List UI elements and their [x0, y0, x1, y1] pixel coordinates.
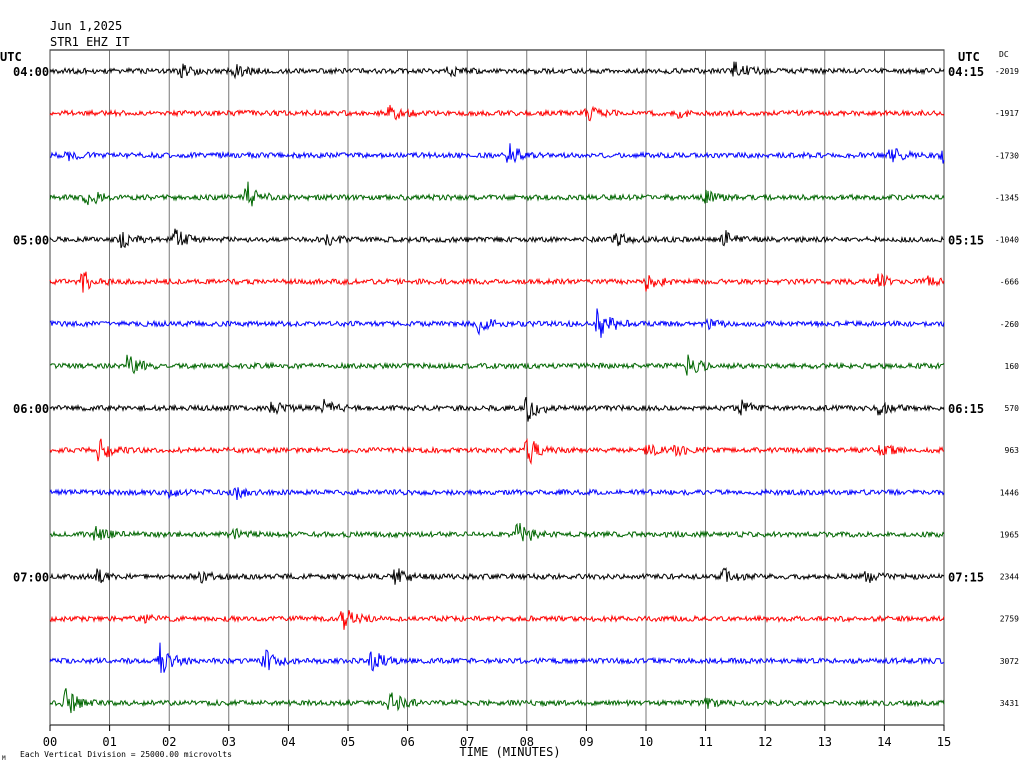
seismic-trace: [49, 396, 945, 422]
x-tick-label: 09: [579, 735, 593, 749]
seismic-trace: [49, 143, 945, 164]
chart-date: Jun 1,2025: [50, 19, 123, 33]
dc-offset-label: -1040: [995, 236, 1019, 245]
seismic-trace: [49, 271, 945, 293]
x-tick-label: 01: [102, 735, 116, 749]
x-axis-title: TIME (MINUTES): [459, 745, 560, 759]
x-tick-label: 07: [460, 735, 474, 749]
svg-text:M: M: [2, 755, 6, 762]
right-hour-label: 04:15: [948, 65, 984, 79]
axis-labels: UTC UTC DC TIME (MINUTES) Each Vertical …: [0, 50, 1019, 762]
dc-offset-label: 3431: [1000, 699, 1019, 708]
dc-offset-label: -666: [1000, 278, 1019, 287]
x-tick-label: 13: [818, 735, 832, 749]
x-tick-label: 02: [162, 735, 176, 749]
dc-offset-label: 1965: [1000, 530, 1019, 539]
x-tick-label: 08: [520, 735, 534, 749]
dc-offset-label: 963: [1005, 446, 1020, 455]
seismic-trace: [49, 567, 945, 585]
seismic-trace: [49, 487, 945, 500]
x-tick-label: 14: [877, 735, 891, 749]
x-tick-label: 11: [698, 735, 712, 749]
seismic-trace: [49, 642, 945, 673]
left-hour-label: 07:00: [13, 571, 49, 585]
dc-offset-label: 2344: [1000, 573, 1019, 582]
seismic-trace: [49, 228, 945, 249]
seismic-trace: [49, 104, 945, 122]
dc-offset-label: -1345: [995, 193, 1019, 202]
dc-offset-label: -2019: [995, 67, 1019, 76]
seismic-trace: [49, 523, 945, 542]
seismic-trace: [49, 438, 945, 466]
trace-lines: [49, 61, 945, 714]
left-utc-label: UTC: [0, 50, 22, 64]
seismic-trace: [49, 61, 945, 80]
right-hour-label: 07:15: [948, 571, 984, 585]
right-hour-label: 05:15: [948, 234, 984, 248]
plot-frame: [49, 49, 945, 726]
dc-offset-label: 3072: [1000, 657, 1019, 666]
dc-offset-label: 570: [1005, 404, 1020, 413]
x-tick-label: 05: [341, 735, 355, 749]
x-tick-label: 06: [400, 735, 414, 749]
x-tick-label: 12: [758, 735, 772, 749]
right-hour-label: 06:15: [948, 402, 984, 416]
dc-offset-label: -260: [1000, 320, 1019, 329]
dc-offset-label: -1917: [995, 109, 1019, 118]
left-hour-label: 05:00: [13, 234, 49, 248]
dc-column-label: DC: [999, 50, 1009, 59]
left-hour-label: 06:00: [13, 402, 49, 416]
seismic-trace: [49, 181, 945, 207]
seismic-trace: [49, 308, 945, 338]
x-tick-label: 15: [937, 735, 951, 749]
seismic-trace: [49, 354, 945, 376]
dc-offset-label: 160: [1005, 362, 1020, 371]
station-name: STR1 EHZ IT: [50, 35, 130, 49]
x-tick-label: 10: [639, 735, 653, 749]
grid-lines: [49, 49, 945, 731]
footer-division-note: Each Vertical Division = 25000.00 microv…: [20, 750, 232, 759]
x-tick-label: 04: [281, 735, 295, 749]
right-utc-label: UTC: [958, 50, 980, 64]
seismic-trace: [49, 688, 945, 714]
dc-offset-label: -1730: [995, 151, 1019, 160]
footer-logo-mark: M: [2, 755, 6, 762]
x-tick-label: 03: [222, 735, 236, 749]
x-tick-label: 00: [43, 735, 57, 749]
dc-offset-label: 2759: [1000, 615, 1019, 624]
dc-offset-label: 1446: [1000, 488, 1019, 497]
left-hour-label: 04:00: [13, 65, 49, 79]
seismic-trace: [49, 610, 945, 630]
